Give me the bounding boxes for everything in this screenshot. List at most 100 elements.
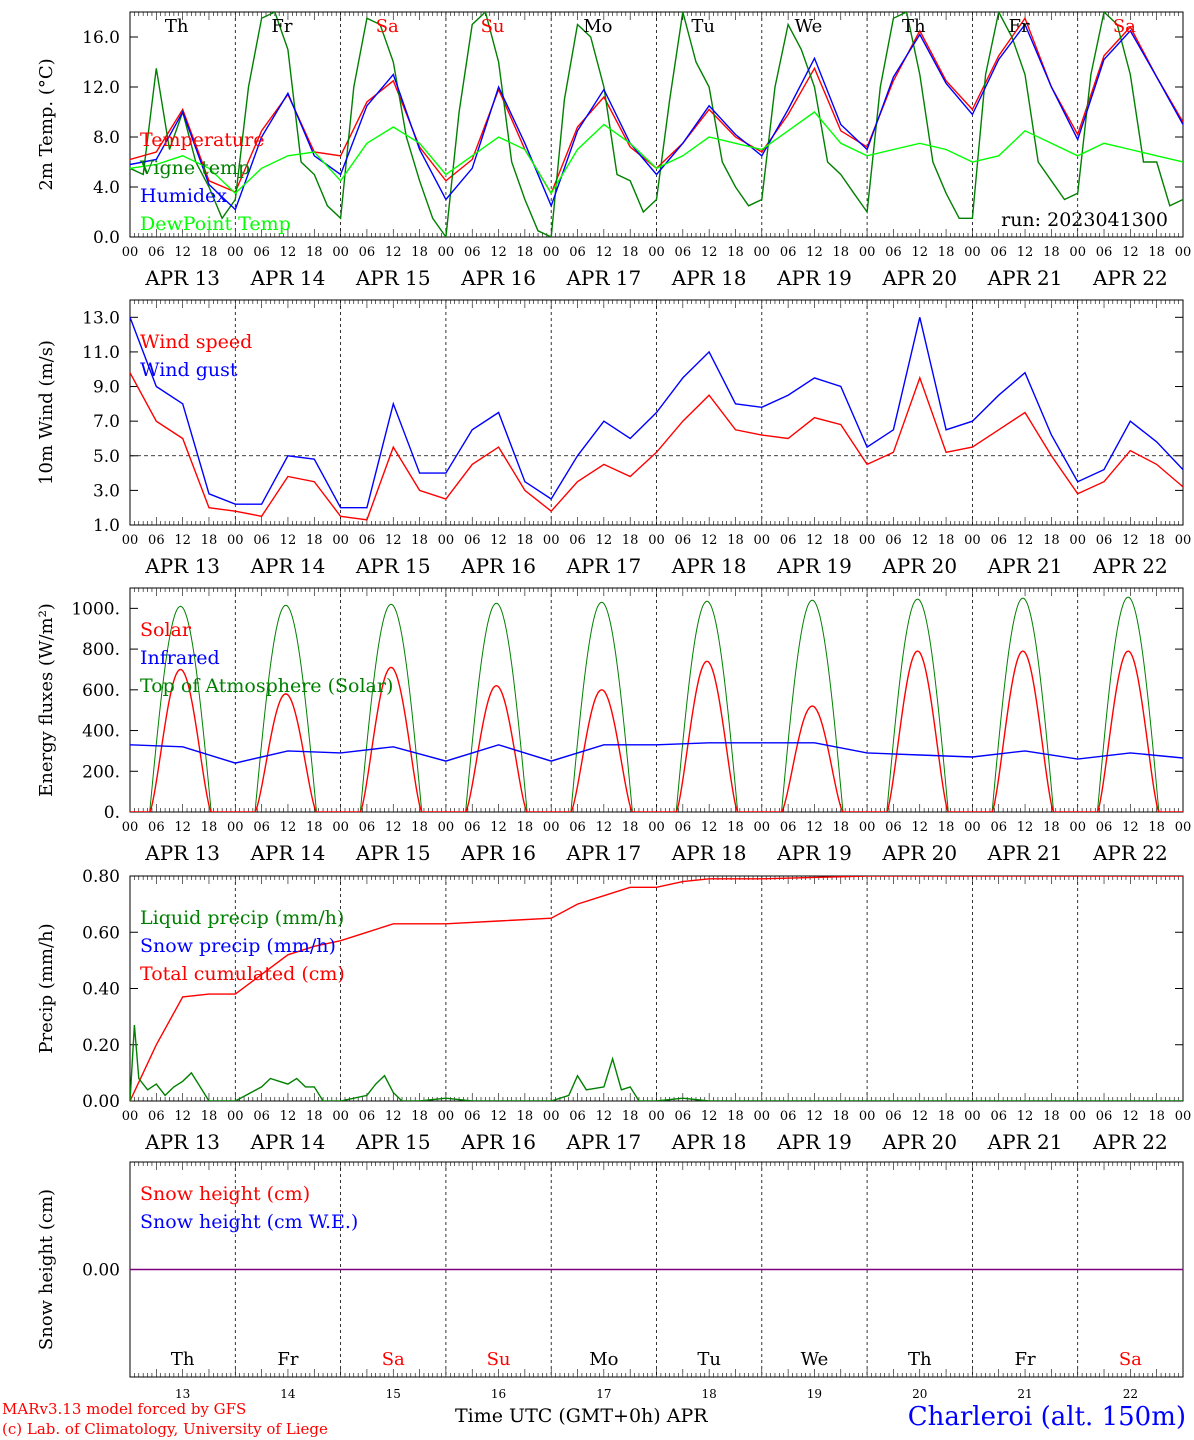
date-label: APR 21 [987,266,1063,290]
hour-label: 00 [543,245,560,260]
hour-label: 18 [833,245,850,260]
series-toa-solar [130,596,1183,812]
date-label: APR 16 [460,266,536,290]
hour-label: 00 [859,820,876,835]
series-group [130,317,1183,521]
y-tick-label: 1.0 [93,516,120,536]
hour-label: 18 [938,820,955,835]
legend-entry: Liquid precip (mm/h) [140,907,344,929]
hour-label: 18 [938,1109,955,1124]
hour-label: 00 [332,245,349,260]
hour-label: 06 [464,1109,481,1124]
month-label: APR [666,1405,708,1427]
y-tick-label: 0.0 [93,228,120,248]
hour-label: 18 [1148,1109,1165,1124]
hour-label: 12 [596,820,613,835]
series-group [130,12,1183,237]
date-label: APR 16 [460,554,536,578]
day-number-label: 13 [175,1387,190,1401]
hour-label: 12 [1017,245,1034,260]
date-label: APR 14 [250,554,326,578]
hour-label: 00 [227,1109,244,1124]
hour-label: 18 [727,1109,744,1124]
hour-label: 18 [201,245,218,260]
y-tick-label: 0.00 [82,1261,120,1281]
hour-label: 18 [517,533,534,548]
hour-label: 12 [385,1109,402,1124]
hour-label: 12 [385,820,402,835]
legend-entry: Wind gust [140,359,238,381]
hour-label: 12 [1017,533,1034,548]
y-axis-title: Snow height (cm) [36,1189,57,1350]
date-label: APR 17 [565,1130,641,1154]
y-tick-label: 0.00 [82,1092,120,1112]
date-label: APR 14 [250,1130,326,1154]
hour-label: 06 [885,820,902,835]
date-label: APR 14 [250,841,326,865]
panel-1: 0.0 4.0 8.0 12.0 16.0 2m Temp. (°C) 00 06 12 18 AP… [36,11,1191,290]
hour-label: 12 [701,1109,718,1124]
hour-label: 00 [1175,1109,1192,1124]
hour-label: 12 [1122,245,1139,260]
hour-label: 00 [964,1109,981,1124]
hour-label: 12 [911,533,928,548]
hour-label: 18 [727,245,744,260]
date-label: APR 13 [144,1130,220,1154]
hour-label: 18 [411,1109,428,1124]
hour-label: 12 [911,820,928,835]
hour-label: 06 [253,245,270,260]
y-tick-label: 8.0 [93,128,120,148]
hour-label: 06 [885,533,902,548]
hour-label: 00 [438,533,455,548]
y-tick-label: 0. [104,803,120,823]
weekday-top-label: Th [902,16,926,37]
weekday-bottom-label: Th [171,1349,195,1370]
hour-label: 18 [201,533,218,548]
weekday-bottom-label: Su [487,1349,511,1370]
hour-label: 00 [648,820,665,835]
weekday-top-label: We [795,16,823,37]
date-label: APR 21 [987,554,1063,578]
y-tick-label: 7.0 [93,412,120,432]
y-tick-label: 400. [82,722,120,742]
hour-label: 12 [280,245,297,260]
hour-label: 00 [859,533,876,548]
weekday-top-label: Tu [691,16,715,37]
y-tick-label: 0.80 [82,867,120,887]
day-number-label: 22 [1123,1387,1138,1401]
hour-label: 12 [911,245,928,260]
date-label: APR 15 [355,841,431,865]
hour-label: 18 [1043,1109,1060,1124]
hour-label: 00 [1069,245,1086,260]
hour-label: 06 [990,1109,1007,1124]
hour-label: 06 [569,533,586,548]
hour-label: 00 [332,820,349,835]
hour-label: 06 [148,245,165,260]
hour-label: 12 [280,820,297,835]
hour-label: 12 [490,533,507,548]
y-tick-label: 12.0 [82,78,120,98]
weekday-bottom-label: Sa [382,1349,405,1370]
hour-label: 06 [1096,245,1113,260]
date-label: APR 18 [671,841,747,865]
hour-label: 06 [780,1109,797,1124]
hour-label: 12 [385,245,402,260]
weekday-bottom-label: Tu [697,1349,721,1370]
series-vigne-temp [130,12,1183,237]
date-label: APR 19 [776,1130,852,1154]
hour-label: 12 [806,245,823,260]
hour-label: 06 [675,533,692,548]
legend-entry: Total cumulated (cm) [140,963,345,985]
date-label: APR 15 [355,1130,431,1154]
hour-label: 06 [885,245,902,260]
hour-label: 06 [780,533,797,548]
date-label: APR 13 [144,841,220,865]
hour-label: 18 [1043,820,1060,835]
lab-credit: (c) Lab. of Climatology, University of L… [2,1420,328,1438]
hour-label: 18 [411,245,428,260]
hour-label: 06 [1096,1109,1113,1124]
hour-label: 00 [648,245,665,260]
series-wind-gust [130,317,1183,509]
hour-label: 18 [833,533,850,548]
hour-label: 12 [490,1109,507,1124]
